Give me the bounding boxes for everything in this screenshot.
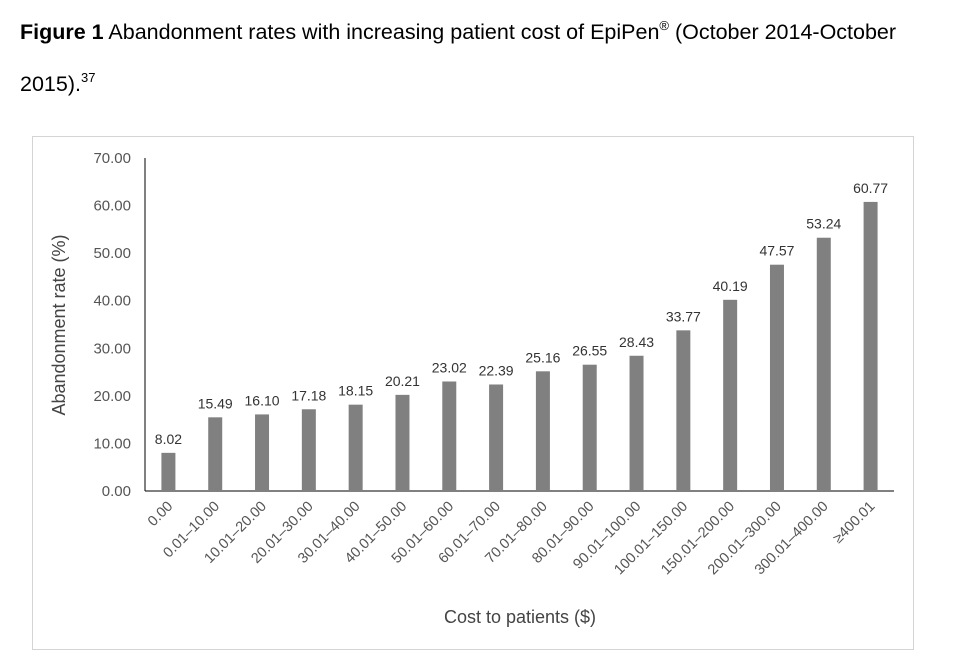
data-label: 20.21 [385, 373, 420, 389]
bar [676, 330, 691, 491]
bar [395, 394, 410, 491]
data-label: 22.39 [479, 362, 514, 378]
chart-frame: 0.00 10.00 20.00 30.00 40.00 50.00 60.00 70.00 8… [32, 136, 914, 650]
bar [582, 364, 597, 491]
y-axis-title: Abandonment rate (%) [49, 234, 69, 415]
bar-chart: 0.00 10.00 20.00 30.00 40.00 50.00 60.00 70.00 8… [49, 150, 894, 627]
data-label: 26.55 [572, 343, 607, 359]
bar [161, 452, 176, 491]
data-label: 53.24 [806, 216, 841, 232]
x-axis-title: Cost to patients ($) [444, 607, 596, 627]
figure-label: Figure 1 [20, 20, 104, 44]
bar [255, 414, 270, 491]
y-tick-label: 50.00 [93, 245, 131, 262]
bar [723, 299, 738, 491]
data-label: 16.10 [245, 392, 280, 408]
bar [301, 409, 316, 491]
data-label: 33.77 [666, 308, 701, 324]
bar [208, 417, 223, 491]
y-tick-label: 30.00 [93, 340, 131, 357]
y-tick-label: 0.00 [102, 483, 131, 500]
reference-number: 37 [80, 70, 96, 85]
data-label: 60.77 [853, 180, 888, 196]
data-label: 47.57 [759, 243, 794, 259]
figure-caption: Figure 1 Abandonment rates with increasi… [20, 6, 940, 110]
bar [769, 264, 784, 491]
data-label: 40.19 [713, 278, 748, 294]
caption-text: Abandonment rates with increasing patien… [103, 20, 660, 44]
x-tick-label: 0.00 [145, 499, 176, 530]
bar [863, 201, 878, 491]
bar [348, 404, 363, 491]
y-tick-label: 60.00 [93, 198, 131, 215]
y-tick-label: 10.00 [93, 435, 131, 452]
bar [489, 384, 504, 491]
y-tick-label: 40.00 [93, 293, 131, 310]
bar [535, 371, 550, 491]
y-tick-label: 70.00 [93, 150, 131, 167]
bar [816, 237, 831, 491]
x-tick-label: ≥400.01 [830, 499, 878, 547]
bar [629, 355, 644, 491]
data-label: 28.43 [619, 334, 654, 350]
data-label: 23.02 [432, 359, 467, 375]
caption-period: (October 2014-October 2015). [20, 20, 897, 96]
y-tick-label: 20.00 [93, 388, 131, 405]
data-label: 17.18 [291, 387, 326, 403]
bar [442, 381, 457, 491]
data-label: 8.02 [155, 431, 182, 447]
registered-mark: ® [659, 18, 669, 33]
data-label: 25.16 [525, 349, 560, 365]
data-label: 15.49 [198, 395, 233, 411]
data-label: 18.15 [338, 383, 373, 399]
